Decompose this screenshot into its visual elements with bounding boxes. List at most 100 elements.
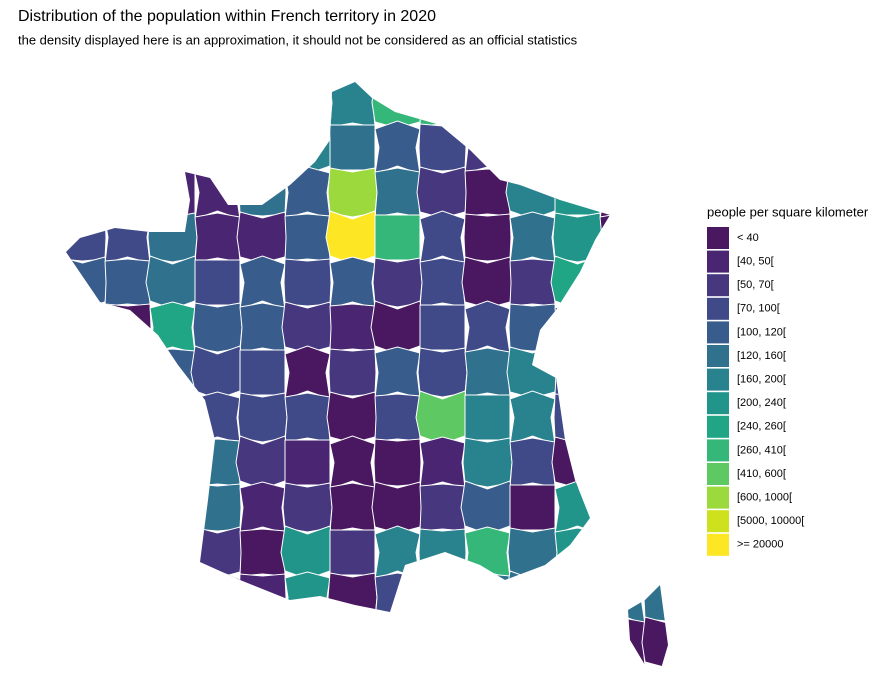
legend-label: [70, 100[	[737, 303, 780, 315]
department	[370, 300, 425, 355]
department	[644, 349, 668, 396]
department	[460, 480, 515, 535]
department	[599, 617, 646, 668]
legend-swatch	[707, 415, 729, 438]
department	[552, 212, 603, 263]
department	[554, 574, 601, 621]
department	[104, 484, 151, 531]
department	[149, 574, 196, 621]
department	[66, 213, 107, 262]
department	[462, 437, 513, 488]
department	[506, 346, 559, 399]
legend-label: >= 20000	[737, 539, 784, 551]
legend-swatch	[707, 486, 729, 509]
department	[66, 394, 106, 441]
department	[644, 302, 668, 353]
department	[238, 168, 287, 217]
department	[280, 525, 335, 580]
department	[194, 438, 241, 487]
department	[554, 348, 601, 397]
legend-swatch	[707, 321, 729, 344]
department	[282, 82, 333, 128]
department	[194, 617, 241, 668]
department	[374, 346, 421, 399]
department	[554, 82, 601, 130]
department	[236, 211, 289, 264]
department	[282, 482, 333, 533]
department	[325, 210, 380, 265]
department	[509, 616, 556, 669]
department	[599, 438, 646, 487]
department	[374, 525, 421, 580]
department	[102, 122, 153, 173]
department	[416, 166, 469, 219]
department	[505, 165, 560, 220]
department	[281, 301, 334, 354]
department	[325, 615, 380, 670]
department	[66, 300, 106, 355]
department	[599, 570, 646, 625]
department	[644, 481, 668, 534]
department	[597, 302, 648, 353]
department	[284, 213, 331, 262]
department	[550, 255, 605, 310]
department	[463, 213, 512, 262]
legend-swatch	[707, 368, 729, 391]
department	[104, 258, 151, 307]
department	[284, 345, 331, 400]
department	[643, 573, 668, 622]
department	[464, 347, 511, 398]
department	[463, 618, 512, 667]
legend-label: [600, 1000[	[737, 492, 792, 504]
department	[329, 529, 376, 576]
legend-swatch	[707, 274, 729, 297]
department	[644, 528, 668, 577]
department	[149, 82, 196, 130]
department	[329, 435, 376, 490]
department	[66, 526, 106, 579]
department	[190, 345, 245, 400]
department	[147, 617, 198, 668]
department	[239, 82, 286, 129]
department	[239, 528, 286, 577]
department	[596, 526, 649, 579]
department	[147, 212, 198, 263]
department	[193, 82, 242, 127]
legend-swatch	[707, 297, 729, 320]
department	[148, 393, 197, 442]
department	[101, 346, 154, 399]
legend-swatch	[707, 533, 729, 556]
department	[598, 82, 647, 127]
legend-label: [40, 50[	[737, 256, 774, 268]
department	[66, 168, 106, 217]
department	[329, 124, 376, 171]
map-subtitle: the density displayed here is an approxi…	[18, 32, 578, 47]
department	[102, 527, 153, 578]
department	[66, 82, 110, 130]
department	[419, 483, 466, 532]
department	[236, 616, 289, 669]
department	[554, 480, 601, 535]
department	[329, 82, 376, 128]
department	[598, 483, 647, 532]
department	[374, 120, 421, 175]
department	[644, 255, 668, 310]
department	[554, 122, 601, 173]
department	[280, 120, 335, 175]
department	[193, 483, 242, 532]
department	[284, 439, 331, 486]
department	[599, 165, 646, 220]
department	[146, 436, 199, 489]
department	[66, 347, 106, 398]
department	[145, 255, 200, 310]
department	[464, 394, 511, 441]
department	[415, 390, 470, 445]
department	[284, 166, 331, 219]
legend-swatch	[707, 345, 729, 367]
legend-swatch	[707, 250, 729, 273]
department	[104, 390, 151, 445]
legend-label: [240, 260[	[737, 421, 786, 433]
department	[419, 304, 466, 351]
department	[596, 121, 649, 174]
department	[104, 616, 151, 669]
